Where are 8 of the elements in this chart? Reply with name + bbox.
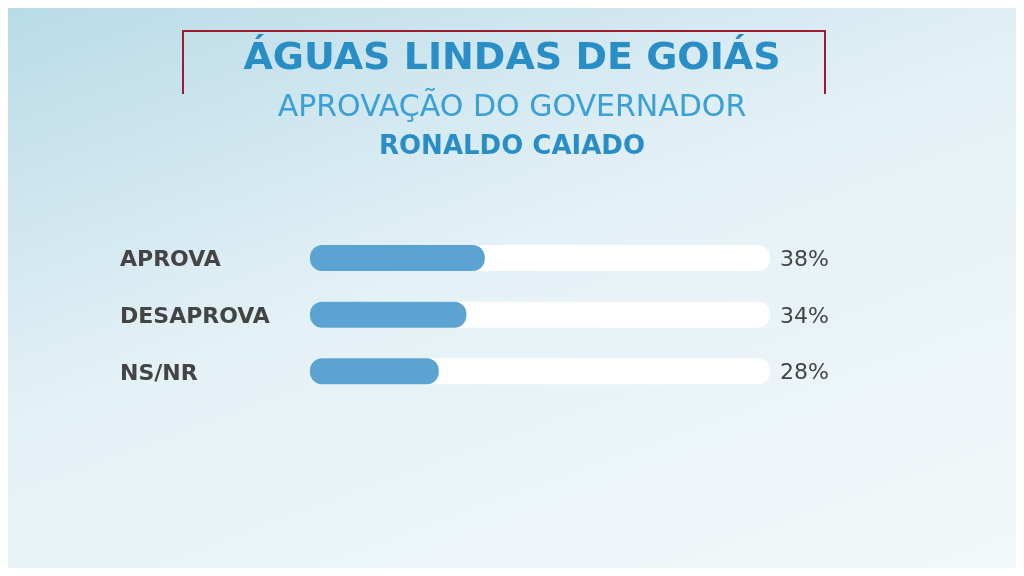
chart-title: ÁGUAS LINDAS DE GOIÁS <box>242 34 782 78</box>
y-tick-label: NS/NR <box>120 359 198 385</box>
data-label: 38% <box>780 246 829 271</box>
chart-subtitle: APROVAÇÃO DO GOVERNADOR RONALDO CAIADO <box>276 88 748 160</box>
y-tick-label: DESAPROVA <box>120 303 270 328</box>
data-label: 34% <box>780 302 829 328</box>
y-tick-label: APROVA <box>120 246 221 272</box>
data-label: 28% <box>780 359 829 385</box>
